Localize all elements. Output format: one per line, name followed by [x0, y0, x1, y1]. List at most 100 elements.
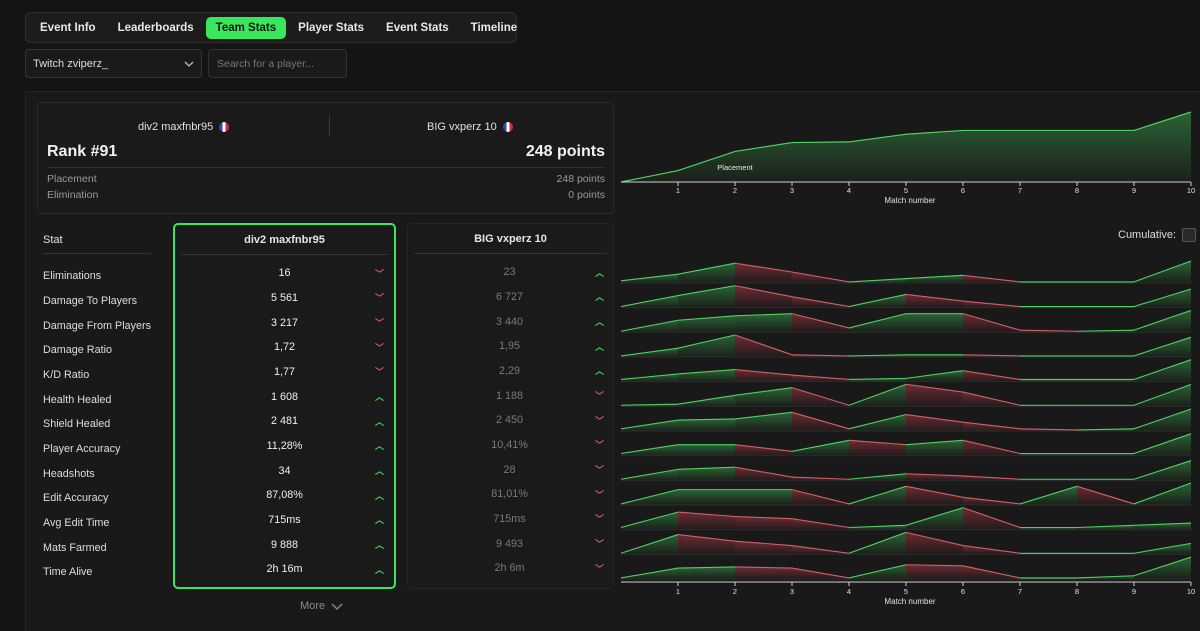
tab-leaderboards[interactable]: Leaderboards	[117, 21, 194, 34]
x-tick-label: 5	[904, 186, 908, 195]
elimination-label: Elimination	[47, 189, 99, 201]
ridge-line	[962, 391, 1021, 406]
ridge-line	[848, 531, 907, 554]
ridge-line	[962, 313, 1021, 331]
stat-label: Damage Ratio	[43, 344, 113, 357]
ridge-series	[620, 531, 1192, 555]
ridge-line	[905, 413, 964, 423]
ridge-series	[620, 408, 1192, 432]
points-total: 248 points	[525, 143, 605, 160]
channel-select[interactable]: Twitch zviperz_	[25, 49, 202, 78]
ridge-line	[791, 476, 850, 480]
stat-label: Time Alive	[43, 566, 93, 579]
ridge-area	[678, 512, 735, 530]
ridge-series	[620, 460, 1192, 481]
more-button[interactable]: More	[300, 600, 343, 612]
elimination-value: 0 points	[568, 189, 605, 201]
ridge-area	[678, 418, 735, 432]
stat-row: 5 561 ﹀	[175, 286, 394, 311]
ridge-line	[848, 293, 907, 308]
ridge-line	[620, 319, 679, 332]
x-tick-label: 2	[733, 186, 737, 195]
stat-value: 1 608	[270, 390, 299, 403]
ridge-line	[1133, 309, 1192, 331]
ridge-line	[734, 313, 793, 317]
ridge-line	[848, 473, 907, 480]
ridge-line	[1133, 482, 1192, 505]
team-a-column[interactable]: div2 maxfnbr95 16 ﹀ 5 561 ﹀ 3 217 ﹀ 1,72 ﹀ 1,77 ﹀…	[173, 223, 396, 589]
chevron-up-icon: ︿	[375, 416, 385, 427]
ridge-series	[620, 285, 1192, 309]
ridge-line	[1076, 329, 1135, 332]
ridge-line	[905, 564, 964, 567]
ridge-line	[1133, 359, 1192, 380]
ridge-line	[677, 334, 736, 349]
x-tick-label: 1	[676, 186, 680, 195]
ridge-line	[1133, 433, 1192, 455]
ridge-line	[905, 531, 964, 547]
stat-label: Health Healed	[43, 393, 112, 406]
ridge-line	[791, 439, 850, 452]
ridge-series	[620, 482, 1192, 506]
ridge-line	[1019, 329, 1078, 332]
france-flag-icon	[219, 122, 230, 132]
cumulative-checkbox[interactable]	[1182, 228, 1197, 242]
stat-value: 2h 16m	[266, 563, 303, 576]
stat-row: 9 493 ﹀	[408, 531, 613, 556]
stat-row: 3 440 ︿	[408, 309, 613, 334]
ridge-area	[735, 444, 792, 456]
team-b-column[interactable]: BIG vxperz 10 23 ︿ 6 727 ︿ 3 440 ︿ 1,95 ︿ 2,29 ︿ 1…	[407, 223, 614, 589]
team-b-label: BIG vxperz 10	[427, 121, 497, 133]
placement-line	[620, 111, 1192, 183]
ridge-line	[677, 315, 736, 321]
ridge-line	[734, 387, 793, 396]
ridge-series	[620, 359, 1192, 383]
ridge-line	[962, 565, 1021, 579]
x-tick-label: 8	[1075, 186, 1079, 195]
stat-label: Edit Accuracy	[43, 492, 109, 505]
ridge-line	[791, 545, 850, 554]
ridge-line	[620, 373, 679, 381]
tab-bar: Event Info Leaderboards Team Stats Player S…	[25, 12, 517, 43]
ridge-area	[906, 384, 963, 407]
ridge-area	[678, 285, 735, 308]
ridge-line	[734, 369, 793, 376]
tab-event-info[interactable]: Event Info	[40, 21, 96, 34]
tab-team-stats[interactable]: Team Stats	[205, 16, 287, 39]
stat-label: K/D Ratio	[43, 368, 90, 381]
ridge-line	[905, 485, 964, 498]
ridge-line	[734, 262, 793, 273]
stat-label: Shield Healed	[43, 418, 111, 431]
chevron-up-icon: ︿	[375, 540, 385, 551]
x-tick-label: 8	[1075, 587, 1079, 596]
stat-row: 2 481 ︿	[175, 409, 394, 434]
tab-timeline[interactable]: Timeline	[470, 21, 518, 34]
stat-row: 2h 6m ﹀	[408, 556, 613, 581]
tab-event-stats[interactable]: Event Stats	[386, 21, 449, 34]
stat-row: 81,01% ﹀	[408, 482, 613, 507]
search-input[interactable]	[208, 49, 347, 78]
ridge-line	[1133, 383, 1192, 406]
cumulative-toggle[interactable]: Cumulative:	[1118, 228, 1197, 242]
ridge-area	[849, 313, 906, 333]
ridge-area	[735, 387, 792, 407]
ridge-line	[905, 274, 964, 280]
placement-label: Placement	[47, 173, 97, 185]
x-axis-label: Match number	[884, 597, 935, 606]
chevron-up-icon: ︿	[375, 515, 385, 526]
ridge-line	[1133, 460, 1192, 480]
x-tick-label: 4	[847, 186, 851, 195]
stat-row: 28 ﹀	[408, 457, 613, 482]
chevron-up-icon: ︿	[595, 366, 605, 377]
chevron-down-icon: ﹀	[595, 489, 605, 500]
ridge-line	[734, 285, 793, 298]
ridge-series	[620, 334, 1192, 358]
more-label: More	[300, 600, 326, 612]
ridge-line	[848, 278, 907, 283]
tab-player-stats[interactable]: Player Stats	[298, 21, 365, 34]
ridge-area	[735, 489, 792, 506]
placement-chart: 1 2 3 4 5 6 7 8 9 10 Placement Match number	[620, 111, 1195, 205]
chevron-down-icon: ﹀	[595, 539, 605, 550]
ridge-line	[962, 274, 1021, 283]
ridge-line	[620, 347, 679, 357]
